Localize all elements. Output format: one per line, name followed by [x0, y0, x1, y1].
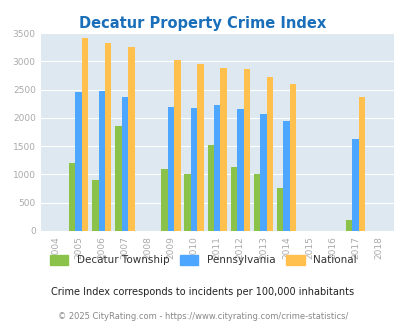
Bar — [184, 174, 190, 231]
Bar — [75, 92, 82, 231]
Bar — [207, 145, 213, 231]
Bar — [115, 126, 122, 231]
Bar — [345, 220, 352, 231]
Bar — [69, 163, 75, 231]
Bar — [253, 175, 260, 231]
Bar — [122, 97, 128, 231]
Bar — [167, 107, 174, 231]
Bar — [174, 60, 180, 231]
Legend: Decatur Township, Pennsylvania, National: Decatur Township, Pennsylvania, National — [45, 251, 360, 270]
Bar — [220, 68, 226, 231]
Bar — [352, 139, 358, 231]
Bar — [230, 167, 237, 231]
Text: © 2025 CityRating.com - https://www.cityrating.com/crime-statistics/: © 2025 CityRating.com - https://www.city… — [58, 312, 347, 321]
Bar — [82, 38, 88, 231]
Bar — [128, 47, 134, 231]
Bar — [260, 114, 266, 231]
Bar — [358, 97, 364, 231]
Bar — [266, 77, 273, 231]
Bar — [98, 91, 105, 231]
Bar — [237, 109, 243, 231]
Bar — [105, 43, 111, 231]
Bar — [190, 108, 197, 231]
Bar — [289, 84, 295, 231]
Bar — [243, 69, 249, 231]
Text: Crime Index corresponds to incidents per 100,000 inhabitants: Crime Index corresponds to incidents per… — [51, 287, 354, 297]
Bar — [283, 121, 289, 231]
Bar — [197, 64, 203, 231]
Bar — [92, 180, 98, 231]
Bar — [213, 105, 220, 231]
Text: Decatur Property Crime Index: Decatur Property Crime Index — [79, 16, 326, 31]
Bar — [161, 169, 167, 231]
Bar — [276, 188, 283, 231]
